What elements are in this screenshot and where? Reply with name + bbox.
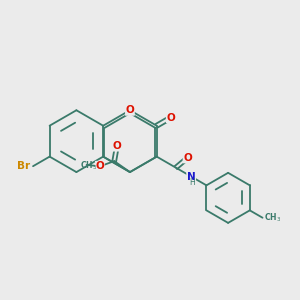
Text: O: O	[167, 112, 175, 123]
Text: O: O	[112, 141, 121, 151]
Text: H: H	[189, 178, 195, 188]
Text: O: O	[126, 105, 134, 115]
Text: O: O	[95, 161, 104, 171]
Text: N: N	[187, 172, 196, 182]
Text: O: O	[183, 153, 192, 163]
Text: Br: Br	[17, 161, 30, 171]
Text: CH$_3$: CH$_3$	[80, 159, 98, 172]
Text: CH$_3$: CH$_3$	[264, 212, 281, 224]
